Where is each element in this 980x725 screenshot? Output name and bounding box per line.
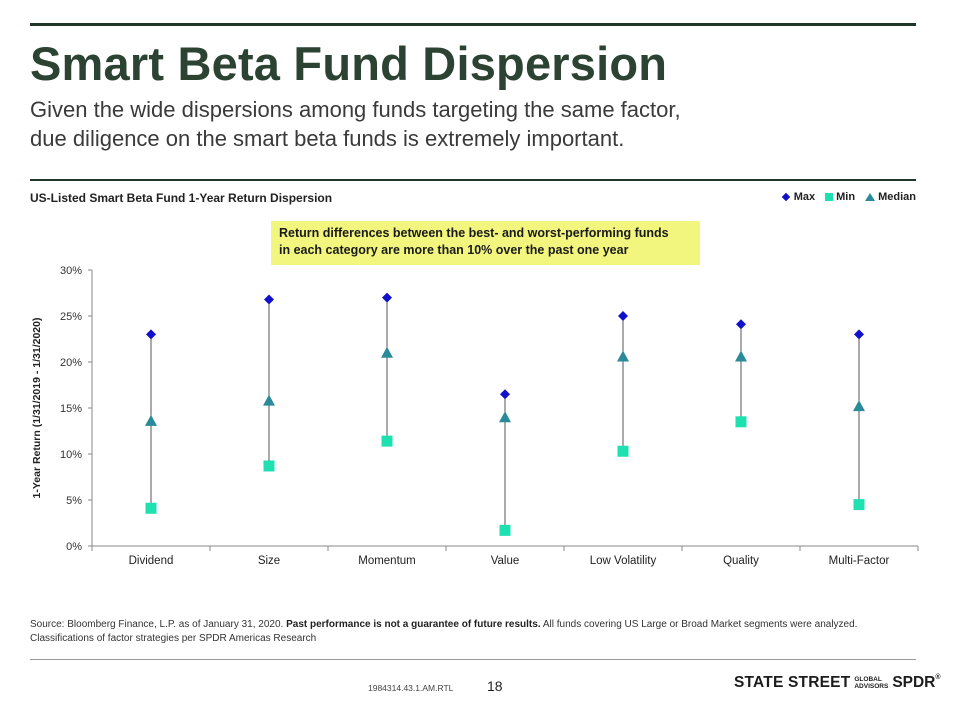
chart-title: US-Listed Smart Beta Fund 1-Year Return … xyxy=(30,191,333,205)
x-tick-label: Momentum xyxy=(358,555,416,567)
legend-item-median: Median xyxy=(865,191,916,203)
y-tick-label: 5% xyxy=(66,495,82,507)
page-subtitle: Given the wide dispersions among funds t… xyxy=(30,95,910,153)
diamond-marker-icon xyxy=(781,192,790,202)
logo-registered-mark: ® xyxy=(935,674,941,681)
source-rest: All funds covering US Large or Broad Mar… xyxy=(30,619,858,644)
logo-state-street: STATE STREET xyxy=(734,674,851,691)
top-rule xyxy=(30,23,916,26)
min-point xyxy=(499,524,511,536)
x-tick-label: Low Volatility xyxy=(590,555,657,567)
subtitle-line-1: Given the wide dispersions among funds t… xyxy=(30,97,681,122)
source-prefix: Source: Bloomberg Finance, L.P. as of Ja… xyxy=(30,619,284,630)
callout-box: Return differences between the best- and… xyxy=(271,221,700,265)
legend-label-max: Max xyxy=(793,191,816,203)
callout-line-1: Return differences between the best- and… xyxy=(279,226,669,240)
legend-item-min: Min xyxy=(825,191,855,203)
x-tick-label: Value xyxy=(491,555,520,567)
median-point xyxy=(263,394,275,406)
state-street-spdr-logo: STATE STREET GLOBAL ADVISORS SPDR® xyxy=(734,674,941,692)
x-tick-label: Multi-Factor xyxy=(829,555,890,567)
median-point xyxy=(735,350,747,362)
source-note: Source: Bloomberg Finance, L.P. as of Ja… xyxy=(30,618,910,646)
logo-spdr-text: SPDR xyxy=(892,674,936,691)
max-point xyxy=(264,294,274,305)
chart-legend: Max Min Median xyxy=(781,191,916,203)
max-point xyxy=(500,389,510,400)
y-tick-label: 10% xyxy=(60,449,82,461)
triangle-marker-icon xyxy=(865,193,876,201)
median-point xyxy=(853,400,865,412)
footer-rule xyxy=(30,659,916,660)
x-tick-label: Size xyxy=(258,555,280,567)
median-point xyxy=(617,350,629,362)
source-disclaimer: Past performance is not a guarantee of f… xyxy=(286,619,541,630)
median-point xyxy=(499,411,511,423)
legend-label-median: Median xyxy=(878,191,916,203)
min-point xyxy=(853,499,865,511)
min-point xyxy=(735,416,747,428)
y-tick-label: 30% xyxy=(60,265,82,277)
y-tick-label: 15% xyxy=(60,403,82,415)
logo-global: GLOBAL xyxy=(854,676,882,683)
x-tick-label: Dividend xyxy=(129,555,174,567)
max-point xyxy=(736,319,746,330)
y-tick-label: 20% xyxy=(60,357,82,369)
y-tick-label: 0% xyxy=(66,541,82,553)
median-point xyxy=(145,414,157,426)
min-point xyxy=(145,502,157,514)
y-axis-title: 1-Year Return (1/31/2019 - 1/31/2020) xyxy=(31,318,43,499)
square-marker-icon xyxy=(825,193,834,201)
logo-advisors: ADVISORS xyxy=(854,683,889,690)
max-point xyxy=(618,311,628,321)
max-point xyxy=(854,329,864,340)
min-point xyxy=(381,435,393,447)
logo-global-advisors: GLOBAL ADVISORS xyxy=(854,676,888,690)
dispersion-chart: 0% 5% 10% 15% 20% 25% 30% Dividend Size Momentum V… xyxy=(31,265,919,567)
page-title: Smart Beta Fund Dispersion xyxy=(30,37,668,90)
legend-label-min: Min xyxy=(836,191,856,203)
x-tick-label: Quality xyxy=(723,555,759,567)
y-tick-label: 25% xyxy=(60,311,82,323)
max-point xyxy=(382,292,392,303)
min-point xyxy=(263,460,275,472)
min-point xyxy=(617,445,629,457)
max-point xyxy=(146,329,156,340)
median-point xyxy=(381,346,393,358)
logo-spdr: SPDR® xyxy=(892,674,940,692)
subtitle-line-2: due diligence on the smart beta funds is… xyxy=(30,126,625,151)
legend-item-max: Max xyxy=(781,191,816,203)
callout-line-2: in each category are more than 10% over … xyxy=(279,243,629,257)
document-code: 1984314.43.1.AM.RTL xyxy=(368,683,454,693)
section-rule xyxy=(30,179,916,181)
page-number: 18 xyxy=(487,678,503,694)
